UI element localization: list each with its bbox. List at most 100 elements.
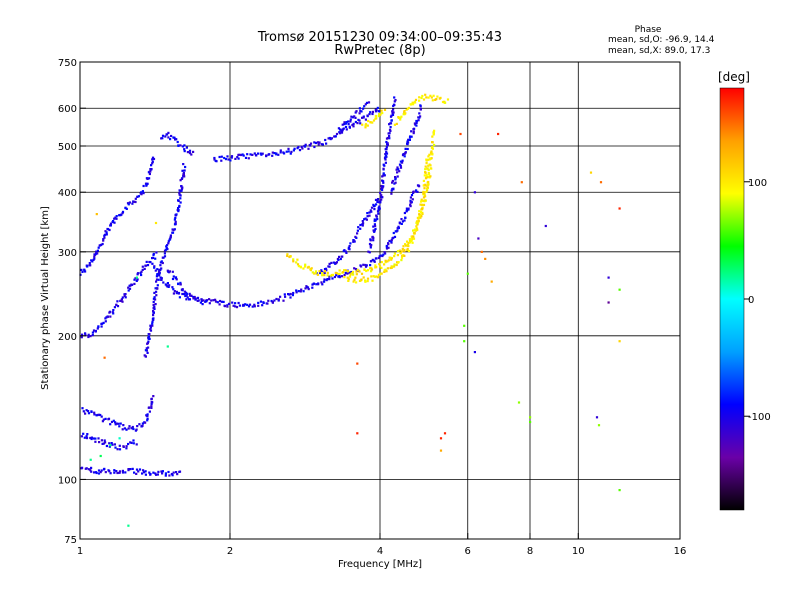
trace-point [95, 414, 98, 417]
trace-point [412, 190, 415, 193]
trace-point [414, 98, 418, 101]
trace-point [304, 265, 307, 268]
trace-point [331, 277, 334, 280]
trace-point [352, 280, 355, 283]
trace-point [140, 270, 143, 273]
trace-point [292, 258, 295, 261]
trace-point [297, 290, 300, 293]
trace-point [117, 422, 120, 425]
trace-point [360, 272, 364, 275]
trace-point [418, 213, 421, 216]
trace-point [160, 470, 163, 473]
trace-point [152, 300, 155, 303]
trace-point [424, 93, 427, 96]
trace-point [150, 164, 153, 167]
trace-point [104, 320, 107, 323]
trace-point [133, 200, 136, 203]
trace-point [441, 100, 445, 104]
trace-point [369, 246, 372, 249]
trace-point [218, 299, 222, 303]
trace-point [314, 272, 317, 275]
trace-point [391, 181, 394, 184]
trace-point [81, 270, 84, 273]
trace-point [313, 272, 316, 275]
trace-point [109, 472, 112, 475]
trace-point [100, 469, 103, 472]
trace-point [171, 231, 175, 234]
trace-point [168, 474, 171, 477]
trace-point [161, 470, 164, 473]
trace-point [156, 268, 159, 271]
trace-point [313, 145, 316, 149]
trace-point [397, 261, 400, 264]
trace-point [143, 354, 146, 357]
trace-point [366, 115, 369, 118]
trace-point [290, 150, 293, 153]
trace-point [102, 239, 105, 242]
trace-point [179, 281, 182, 284]
trace-point [333, 275, 336, 279]
trace-point [267, 153, 270, 156]
trace-point [311, 271, 314, 274]
trace-point [302, 267, 305, 270]
trace-point [133, 282, 136, 285]
trace-point [182, 171, 185, 175]
trace-point [112, 312, 115, 315]
trace-point [87, 333, 90, 336]
trace-point [378, 273, 381, 276]
trace-point [133, 278, 136, 281]
trace-point [234, 157, 237, 160]
trace-point [348, 125, 351, 128]
trace-point [174, 220, 177, 223]
trace-point [347, 246, 350, 249]
trace-point [340, 275, 344, 278]
colorbar [719, 87, 745, 511]
trace-point [381, 196, 384, 199]
trace-point [352, 122, 355, 125]
trace-point [372, 275, 375, 278]
trace-point [398, 170, 401, 173]
trace-point [246, 303, 249, 306]
trace-point [215, 160, 218, 163]
trace-point [399, 252, 402, 255]
trace-point [135, 279, 138, 282]
trace-point [295, 289, 298, 292]
trace-point [135, 443, 138, 446]
trace-point [401, 250, 404, 253]
trace-point [271, 154, 274, 157]
trace-point [146, 413, 149, 416]
trace-point [104, 441, 107, 444]
trace-point [427, 96, 430, 99]
trace-point [238, 153, 241, 156]
trace-point [180, 185, 183, 188]
trace-point [360, 278, 363, 281]
trace-point [83, 269, 86, 272]
trace-point [412, 229, 415, 232]
trace-point [146, 264, 150, 267]
chart-subtitle: RwPretec (8p) [334, 43, 425, 58]
trace-point [341, 123, 344, 126]
trace-point [114, 216, 117, 219]
trace-point [154, 287, 157, 290]
y-tick-label: 750 [58, 58, 77, 69]
trace-point [367, 119, 370, 123]
scatter-point [544, 224, 547, 228]
trace-point [409, 135, 412, 138]
trace-point [414, 190, 418, 193]
trace-point [108, 442, 111, 445]
trace-point [416, 190, 419, 193]
trace-point [271, 151, 274, 154]
trace-point [93, 411, 96, 414]
trace-point [181, 169, 184, 172]
trace-point [351, 270, 355, 274]
trace-point [154, 472, 157, 475]
trace-point [384, 161, 387, 164]
trace-point [411, 198, 414, 201]
trace-point [99, 471, 102, 474]
trace-point [374, 198, 378, 201]
trace-point [152, 314, 155, 317]
trace-point [373, 204, 376, 207]
trace-point [175, 292, 178, 295]
trace-point [167, 285, 170, 288]
trace-point [311, 286, 314, 289]
